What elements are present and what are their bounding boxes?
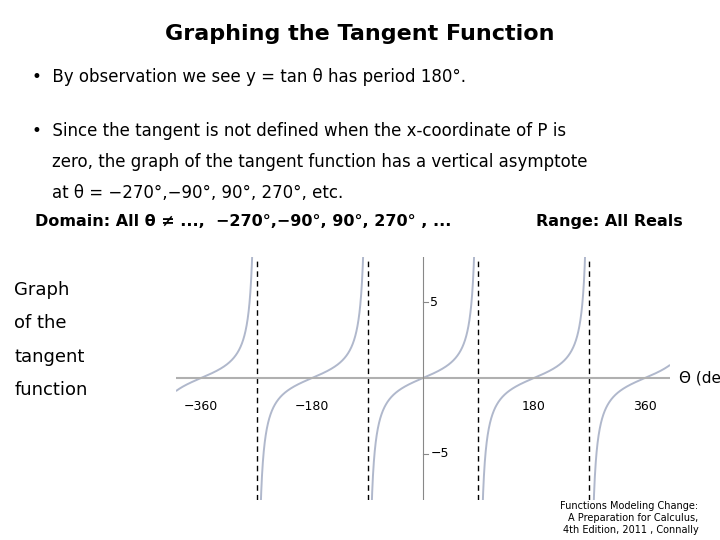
Text: −360: −360 [184,400,218,413]
Text: •  By observation we see y = tan θ has period 180°.: • By observation we see y = tan θ has pe… [32,68,467,85]
Text: 5: 5 [431,295,438,308]
Text: −180: −180 [295,400,329,413]
Text: Θ (degrees): Θ (degrees) [679,370,720,386]
Text: 360: 360 [633,400,657,413]
Text: Range: All Reals: Range: All Reals [536,214,683,230]
Text: Functions Modeling Change:
A Preparation for Calculus,
4th Edition, 2011 , Conna: Functions Modeling Change: A Preparation… [560,502,698,535]
Text: of the: of the [14,314,67,332]
Text: Domain: All θ ≠ ...,  −270°,−90°, 90°, 270° , ...: Domain: All θ ≠ ..., −270°,−90°, 90°, 27… [35,214,451,230]
Text: zero, the graph of the tangent function has a vertical asymptote: zero, the graph of the tangent function … [52,153,588,171]
Text: function: function [14,381,88,399]
Text: 180: 180 [522,400,546,413]
Text: −5: −5 [431,448,449,461]
Text: Graph: Graph [14,281,70,299]
Text: at θ = −270°,−90°, 90°, 270°, etc.: at θ = −270°,−90°, 90°, 270°, etc. [52,184,343,202]
Text: •  Since the tangent is not defined when the x-coordinate of P is: • Since the tangent is not defined when … [32,122,567,139]
Text: tangent: tangent [14,348,85,366]
Text: Graphing the Tangent Function: Graphing the Tangent Function [166,24,554,44]
